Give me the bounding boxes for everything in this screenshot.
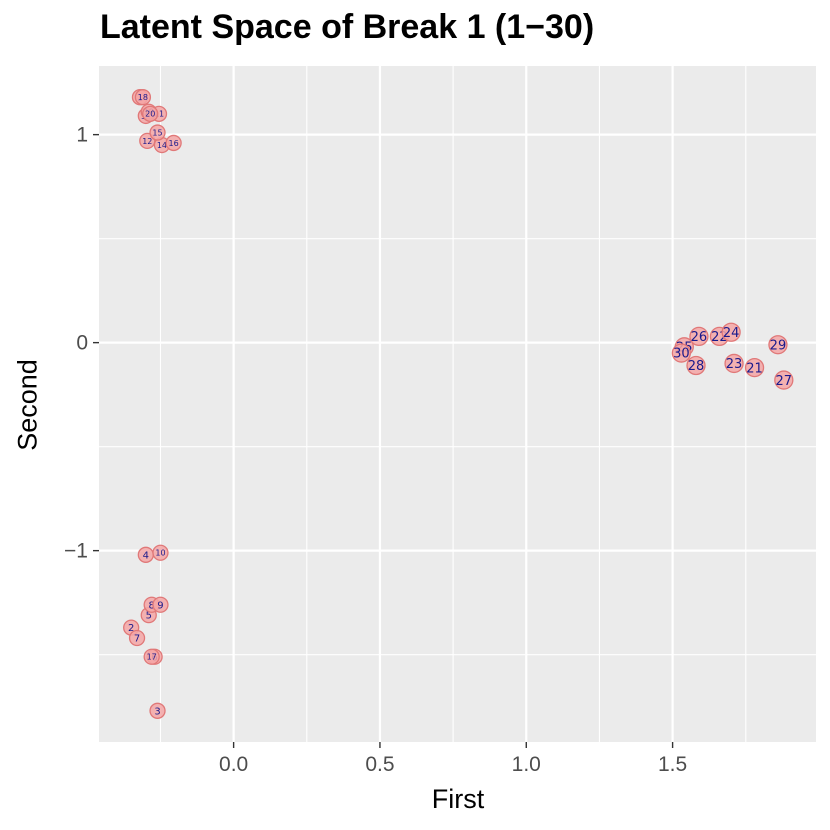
plot-panel bbox=[99, 66, 816, 742]
data-point: 18 bbox=[134, 89, 152, 106]
x-tick-label: 0.0 bbox=[219, 753, 248, 776]
point-marker bbox=[143, 648, 160, 665]
x-tick-label: 1.5 bbox=[658, 753, 687, 776]
point-label: 12 bbox=[142, 137, 152, 146]
point-marker bbox=[142, 105, 159, 122]
data-point: 3 bbox=[149, 702, 166, 719]
y-axis-ticks: 1 0 −1 bbox=[64, 124, 99, 563]
data-point: 10 bbox=[152, 544, 169, 561]
point-label: 21 bbox=[746, 361, 763, 376]
point-label: 23 bbox=[726, 357, 743, 372]
point-label: 29 bbox=[770, 338, 787, 353]
major-gridlines bbox=[99, 66, 816, 742]
point-label: 27 bbox=[776, 374, 793, 389]
point-label: 18 bbox=[138, 93, 148, 102]
point-label: 14 bbox=[157, 141, 167, 150]
data-point: 17 bbox=[143, 648, 160, 665]
point-label: 9 bbox=[157, 600, 163, 611]
chart-title: Latent Space of Break 1 (1−30) bbox=[100, 8, 595, 46]
data-point: 30 bbox=[671, 343, 692, 363]
data-point: 28 bbox=[686, 355, 706, 376]
point-marker bbox=[149, 124, 166, 141]
y-tick-label: 0 bbox=[76, 332, 88, 355]
point-marker bbox=[149, 702, 166, 719]
point-marker bbox=[671, 343, 692, 363]
data-point: 9 bbox=[152, 596, 169, 613]
point-label: 16 bbox=[169, 139, 179, 148]
data-point: 29 bbox=[768, 335, 788, 355]
data-point: 4 bbox=[137, 546, 154, 563]
data-point: 27 bbox=[774, 370, 794, 390]
point-label: 17 bbox=[147, 653, 157, 662]
x-tick-label: 1.0 bbox=[512, 753, 541, 776]
point-marker bbox=[724, 353, 744, 374]
point-label: 7 bbox=[134, 634, 140, 645]
point-marker bbox=[165, 134, 182, 152]
point-label: 24 bbox=[723, 326, 740, 341]
point-marker bbox=[152, 596, 169, 613]
data-point: 23 bbox=[724, 353, 744, 374]
x-axis-label: First bbox=[431, 784, 485, 814]
point-label: 20 bbox=[145, 110, 155, 119]
point-marker bbox=[152, 544, 169, 561]
point-label: 2 bbox=[128, 623, 134, 634]
point-label: 28 bbox=[688, 359, 705, 374]
point-label: 30 bbox=[673, 347, 690, 362]
data-point: 20 bbox=[142, 105, 159, 122]
point-label: 15 bbox=[152, 128, 162, 137]
y-tick-label: 1 bbox=[76, 124, 88, 147]
point-marker bbox=[768, 335, 788, 355]
point-label: 11 bbox=[154, 110, 164, 119]
point-marker bbox=[744, 357, 765, 378]
x-axis-ticks: 0.0 0.5 1.0 1.5 bbox=[219, 742, 687, 776]
y-tick-label: −1 bbox=[64, 540, 88, 563]
point-marker bbox=[774, 370, 794, 390]
point-label: 4 bbox=[143, 550, 149, 561]
point-label: 26 bbox=[691, 330, 708, 345]
data-point: 21 bbox=[744, 357, 765, 378]
minor-gridlines bbox=[99, 66, 816, 742]
data-point: 7 bbox=[128, 629, 146, 647]
point-label: 3 bbox=[154, 706, 160, 717]
data-point: 26 bbox=[689, 326, 709, 347]
data-points: 1234567891011121314151617181920212223242… bbox=[123, 89, 794, 719]
data-point: 15 bbox=[149, 124, 166, 141]
data-point: 16 bbox=[165, 134, 182, 152]
point-label: 10 bbox=[155, 549, 165, 558]
point-marker bbox=[128, 629, 146, 647]
point-label: 5 bbox=[146, 611, 152, 622]
point-label: 8 bbox=[148, 600, 154, 611]
point-marker bbox=[134, 89, 152, 106]
x-tick-label: 0.5 bbox=[365, 753, 394, 776]
point-marker bbox=[689, 326, 709, 347]
data-point: 24 bbox=[721, 322, 741, 342]
point-marker bbox=[686, 355, 706, 376]
point-marker bbox=[721, 322, 741, 342]
